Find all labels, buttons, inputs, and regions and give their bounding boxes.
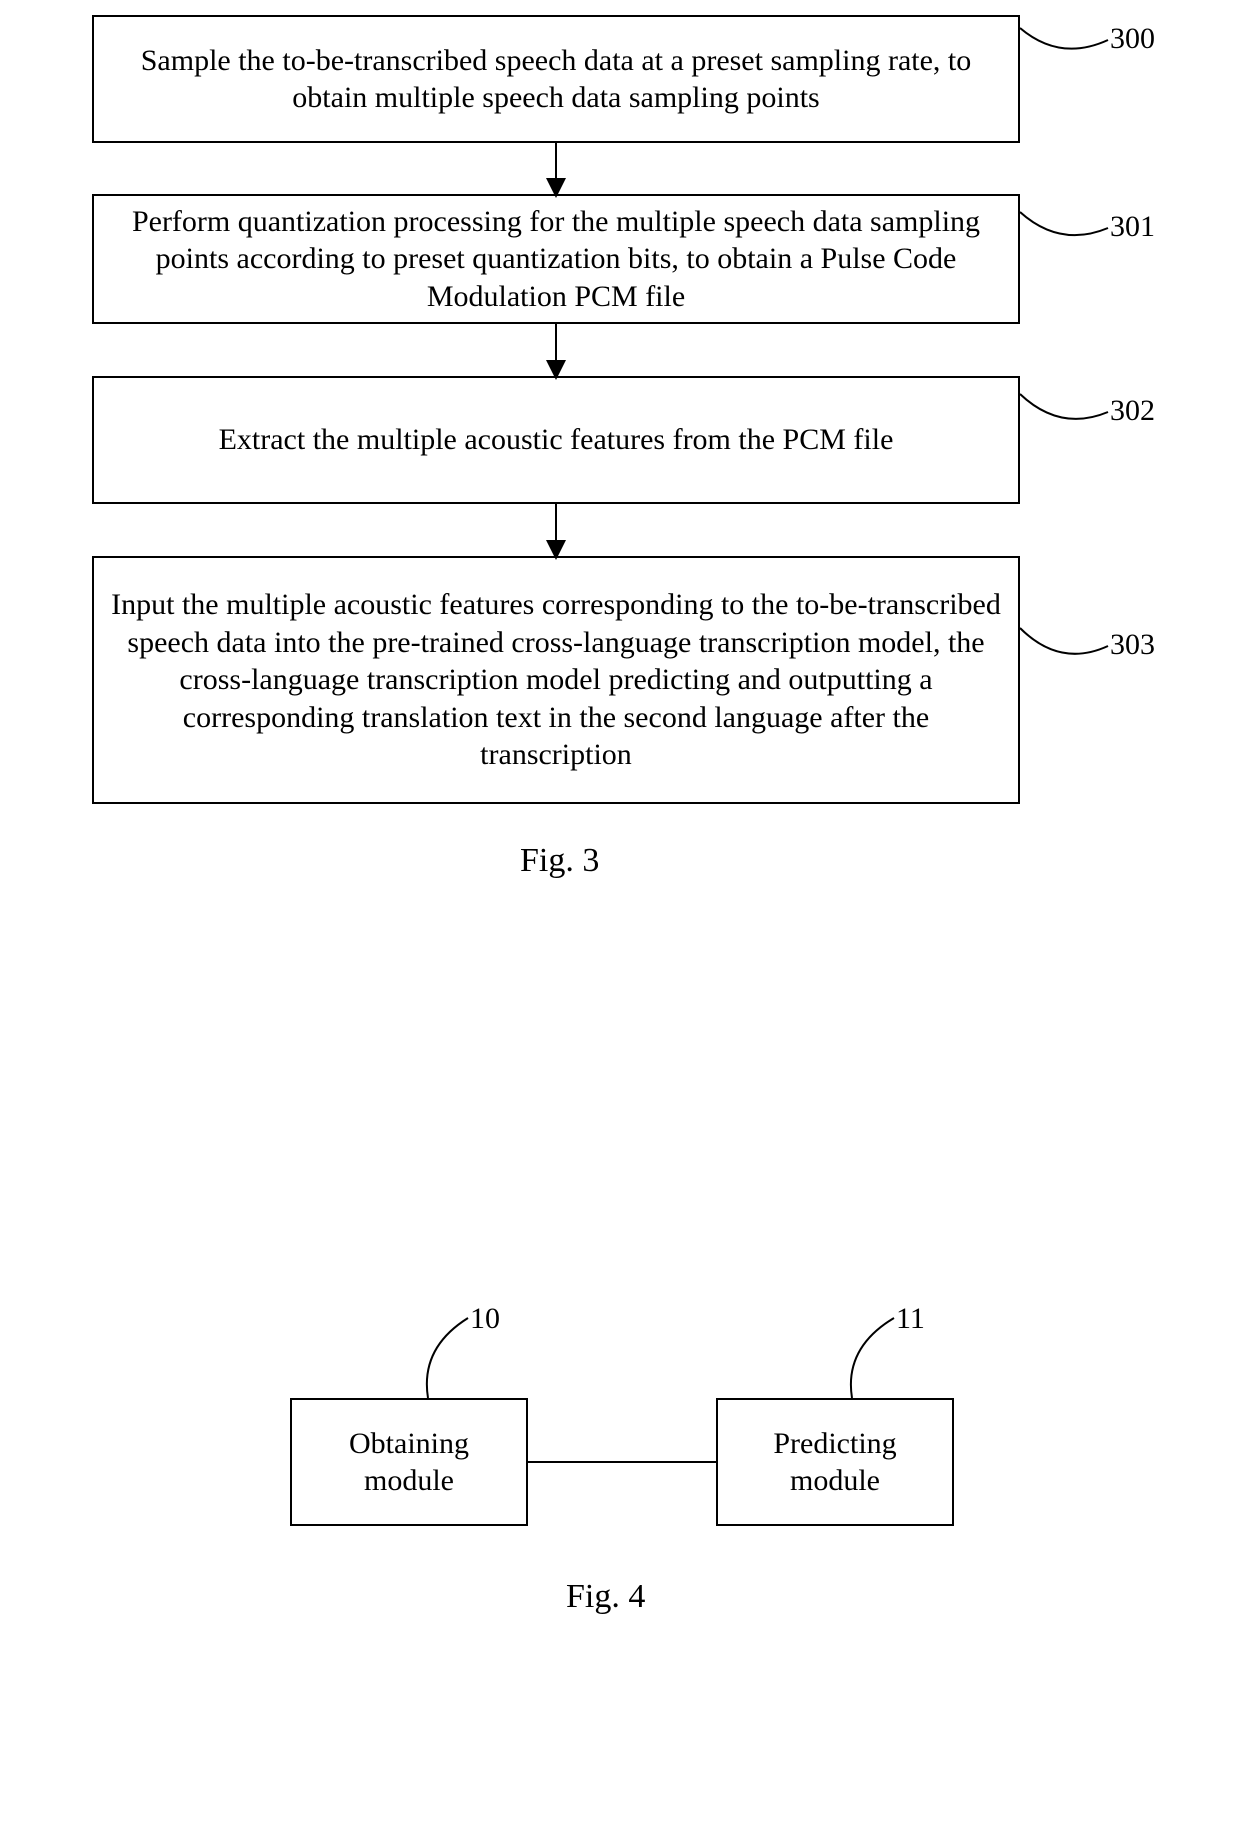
figure-container: Sample the to-be-transcribed speech data… xyxy=(0,0,1240,1831)
reference-label-11: 11 xyxy=(896,1302,925,1336)
fig4-reference-leaders xyxy=(0,0,1240,1831)
reference-label-10: 10 xyxy=(470,1302,500,1336)
fig4-caption: Fig. 4 xyxy=(566,1578,645,1616)
